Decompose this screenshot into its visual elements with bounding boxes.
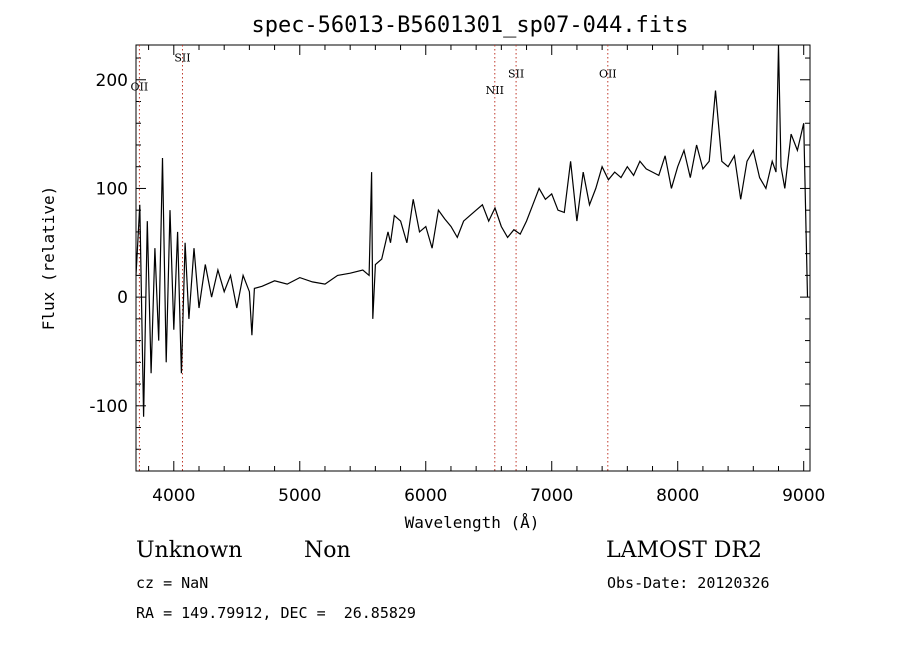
y-axis-ticks: -100 0 100 200 xyxy=(89,71,810,417)
emission-line-label: NII xyxy=(486,84,504,97)
x-axis-ticks: 4000 5000 6000 7000 8000 9000 xyxy=(152,45,825,506)
x-tick-label: 6000 xyxy=(404,486,447,506)
emission-line-markers: OII SII NII SII OII xyxy=(131,45,617,471)
emission-line-label: OII xyxy=(599,68,617,81)
y-tick-label: 100 xyxy=(96,179,128,199)
survey-name: LAMOST DR2 xyxy=(606,538,762,563)
object-subclass: Non xyxy=(304,538,351,563)
y-axis-label: Flux (relative) xyxy=(39,186,58,331)
y-tick-label: 200 xyxy=(96,71,128,91)
emission-line-label: SII xyxy=(508,68,524,81)
redshift-text: cz = NaN xyxy=(136,574,209,592)
x-axis-label: Wavelength (Å) xyxy=(405,513,540,532)
emission-line-label: OII xyxy=(131,81,149,94)
emission-line-label: SII xyxy=(174,51,190,64)
x-tick-label: 7000 xyxy=(530,486,573,506)
y-tick-label: 0 xyxy=(117,288,128,308)
x-tick-label: 8000 xyxy=(656,486,699,506)
coordinates-text: RA = 149.79912, DEC = 26.85829 xyxy=(136,604,416,622)
x-tick-label: 4000 xyxy=(152,486,195,506)
x-tick-label: 5000 xyxy=(278,486,321,506)
observation-date: Obs-Date: 20120326 xyxy=(607,574,770,592)
spectrum-line xyxy=(135,44,809,417)
object-class: Unknown xyxy=(136,538,243,563)
plot-frame xyxy=(135,44,811,472)
y-tick-label: -100 xyxy=(89,397,128,417)
chart-title: spec-56013-B5601301_sp07-044.fits xyxy=(251,13,688,38)
x-tick-label: 9000 xyxy=(782,486,825,506)
minor-ticks xyxy=(136,45,810,472)
